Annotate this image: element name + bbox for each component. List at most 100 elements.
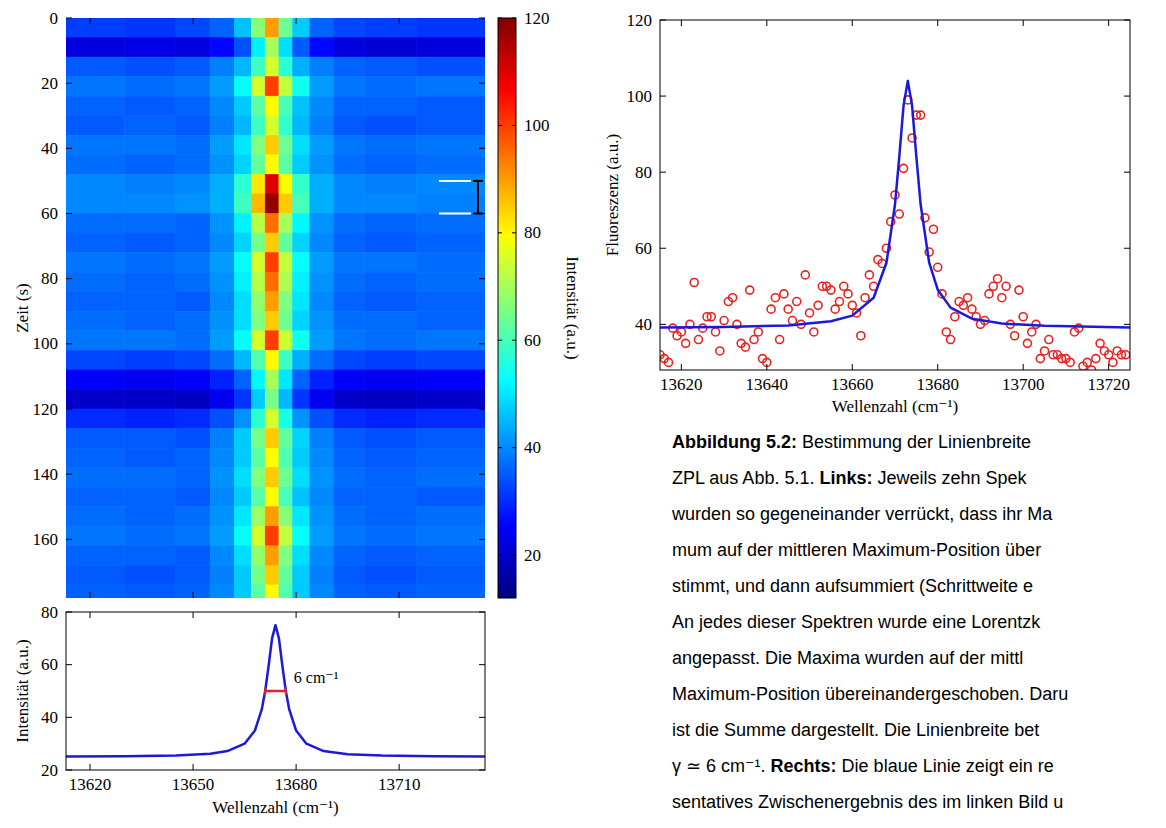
heatmap-cell: [124, 272, 176, 292]
heatmap-cell: [365, 507, 417, 527]
heatmap-cell: [279, 429, 293, 449]
y-tick-label: 20: [41, 74, 58, 93]
x-tick: [1023, 364, 1024, 370]
heatmap-cell: [251, 585, 265, 598]
heatmap-cell: [251, 214, 265, 234]
heatmap-cell: [365, 57, 417, 77]
y-tick-label: 160: [33, 530, 59, 549]
heatmap-cell: [416, 409, 485, 429]
y-tick-label: 100: [33, 334, 59, 353]
data-point: [707, 313, 715, 321]
heatmap-cell: [265, 96, 279, 116]
heatmap-cell: [365, 526, 417, 546]
data-point: [964, 294, 972, 302]
heatmap-cell: [365, 370, 417, 390]
heatmap-cell: [124, 585, 176, 598]
colorbar-tick: [512, 18, 516, 19]
heatmap-cell: [124, 507, 176, 527]
colorbar-tick: [498, 18, 502, 19]
heatmap-cell: [176, 57, 210, 77]
heatmap-cell: [176, 565, 210, 585]
heatmap-cell: [279, 389, 293, 409]
heatmap-cell: [234, 526, 251, 546]
heatmap-cell: [334, 585, 365, 598]
heatmap-cell: [279, 546, 293, 566]
y-tick: [660, 172, 666, 173]
heatmap-cell: [66, 370, 124, 390]
x-tick-label: 13700: [1002, 375, 1045, 394]
caption-text: γ ≃ 6 cm⁻¹.: [672, 756, 771, 776]
heatmap-cell: [293, 311, 310, 331]
y-axis-title: Fluoreszenz (a.u.): [603, 134, 622, 256]
heatmap-cell: [176, 448, 210, 468]
x-tick-label: 13710: [378, 775, 421, 794]
heatmap-cell: [334, 565, 365, 585]
heatmap-cell: [210, 331, 234, 351]
x-axis-title: Wellenzahl (cm⁻¹): [212, 798, 338, 817]
scatter-marks: [660, 81, 1130, 370]
heatmap-cell: [176, 526, 210, 546]
heatmap-cell: [251, 331, 265, 351]
heatmap-cell: [365, 331, 417, 351]
interval-bracket-cap: [473, 180, 483, 182]
data-point: [1045, 336, 1053, 344]
heatmap-cell: [265, 18, 279, 38]
colorbar-tick-label: 80: [524, 223, 541, 242]
heatmap-cell: [124, 57, 176, 77]
heatmap-cell: [293, 526, 310, 546]
caption-line: angepasst. Die Maxima wurden auf der mit…: [672, 648, 1023, 668]
y-tick: [66, 474, 72, 475]
heatmap-cell: [234, 565, 251, 585]
heatmap-cell: [365, 429, 417, 449]
heatmap-cell: [234, 487, 251, 507]
x-tick: [193, 18, 194, 24]
fwhm-cap: [264, 687, 266, 695]
y-tick-label: 100: [627, 87, 653, 106]
heatmap-cell: [66, 135, 124, 155]
y-tick: [479, 278, 485, 279]
heatmap-cell: [310, 546, 334, 566]
heatmap-cell: [310, 57, 334, 77]
caption-line: mum auf der mittleren Maximum-Position ü…: [672, 540, 1041, 560]
heatmap-cell: [265, 448, 279, 468]
heatmap-cell: [66, 389, 124, 409]
y-tick: [479, 539, 485, 540]
x-tick-label: 13680: [916, 375, 959, 394]
heatmap-cell: [66, 77, 124, 97]
heatmap-cell: [251, 507, 265, 527]
caption-line: sentatives Zwischenergebnis des im linke…: [672, 792, 1063, 812]
heatmap-cell: [210, 487, 234, 507]
data-point: [784, 305, 792, 313]
x-tick: [90, 592, 91, 598]
heatmap-cell: [124, 174, 176, 194]
data-point: [767, 305, 775, 313]
heatmap-cell: [279, 409, 293, 429]
data-point: [1023, 339, 1031, 347]
heatmap-cell: [279, 38, 293, 58]
heatmap-cell: [251, 311, 265, 331]
data-point: [801, 271, 809, 279]
heatmap-cell: [293, 350, 310, 370]
heatmap-cell: [124, 409, 176, 429]
heatmap-cell: [234, 585, 251, 598]
data-point: [776, 336, 784, 344]
heatmap-cell: [234, 57, 251, 77]
heatmap-cell: [176, 233, 210, 253]
heatmap-cell: [416, 370, 485, 390]
heatmap-cell: [251, 194, 265, 214]
heatmap-cell: [279, 116, 293, 136]
heatmap-cell: [176, 155, 210, 175]
heatmap-cell: [66, 38, 124, 58]
y-tick: [479, 343, 485, 344]
heatmap-cell: [210, 546, 234, 566]
heatmap-cell: [210, 253, 234, 273]
heatmap-cell: [334, 546, 365, 566]
heatmap-cell: [176, 370, 210, 390]
heatmap-cell: [251, 155, 265, 175]
heatmap-cell: [251, 487, 265, 507]
heatmap-cell: [265, 116, 279, 136]
heatmap-cell: [365, 272, 417, 292]
x-tick: [766, 364, 767, 370]
y-tick: [66, 539, 72, 540]
heatmap-cell: [66, 487, 124, 507]
